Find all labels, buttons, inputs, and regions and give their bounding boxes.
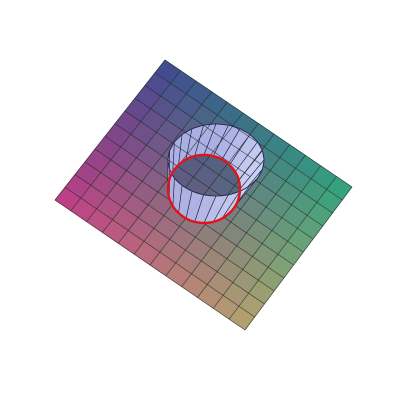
grid-line-u [244, 186, 353, 331]
grid-line-u [70, 70, 181, 212]
grid-line-v [154, 72, 343, 201]
grid-line-v [84, 161, 275, 292]
hole-front-wall [167, 123, 265, 224]
grid-line-v [134, 97, 324, 227]
grid-line-u [86, 80, 197, 222]
hole-rim-ring [166, 153, 242, 225]
grid-line-u [228, 176, 337, 320]
grid-line-v [124, 110, 314, 240]
grid-line-u [149, 123, 259, 266]
surface-grid [54, 59, 353, 331]
grid-line-v [164, 59, 353, 188]
grid-line-v [144, 85, 333, 214]
grid-line-u [213, 165, 322, 309]
grid-line-v [74, 174, 265, 305]
grid-line-u [54, 59, 166, 201]
hole-top-outline [167, 123, 265, 197]
grid-line-u [197, 155, 306, 298]
hole-well [167, 123, 265, 196]
grid-line-u [181, 144, 290, 287]
grid-line-v [54, 199, 246, 331]
grid-line-v [114, 123, 304, 253]
grid-line-v [64, 186, 255, 318]
grid-line-u [133, 112, 244, 255]
grid-line-u [102, 91, 213, 233]
